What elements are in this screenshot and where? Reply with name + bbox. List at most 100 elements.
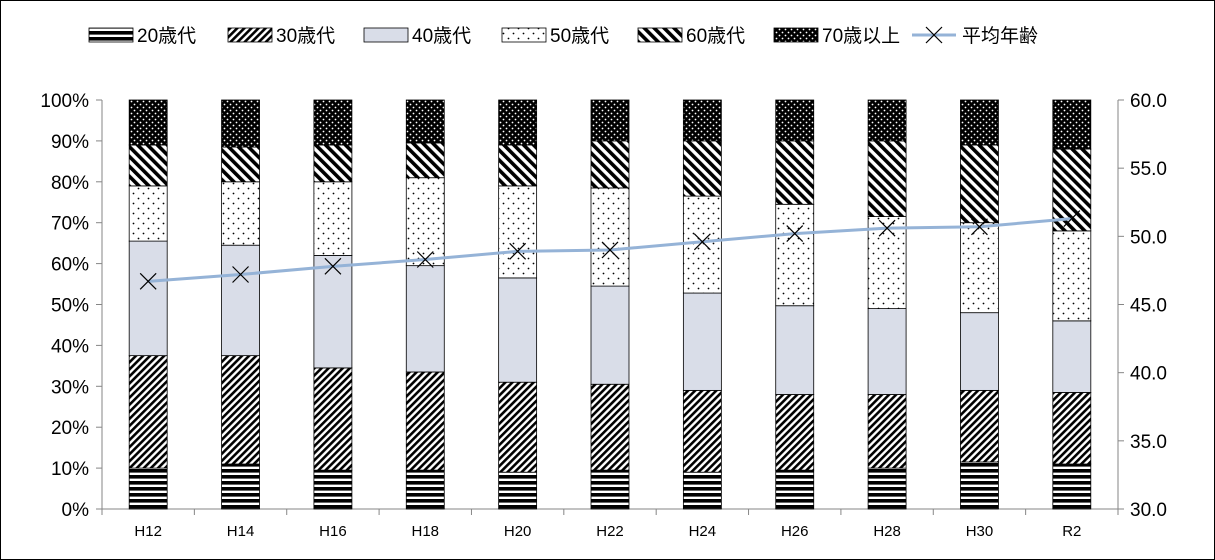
bar-segment-20歳代 [405, 469, 445, 510]
bar-segment-40歳代 [590, 285, 630, 385]
right-tick-label: 50.0 [1130, 227, 1167, 248]
bar-segment-40歳代 [405, 265, 445, 373]
bar-segment-50歳代 [1052, 230, 1092, 322]
bar-segment-30歳代 [960, 389, 999, 463]
bar-segment-20歳代 [867, 467, 907, 510]
marker-stroke [509, 242, 527, 260]
bar-segment-70歳以上 [498, 99, 538, 146]
average-age-marker [416, 251, 434, 268]
bar-segment-70歳以上 [682, 99, 722, 142]
average-age-marker [971, 218, 988, 236]
bar-segment-50歳代 [682, 195, 722, 294]
right-tick-label: 45.0 [1130, 296, 1167, 317]
bar-segment-20歳代 [498, 471, 538, 510]
legend-swatch-60歳代 [637, 27, 683, 43]
legend-swatch-30歳代 [227, 27, 273, 43]
x-tick-label: H18 [412, 523, 440, 540]
bar-segment-40歳代 [128, 240, 168, 357]
bar-segment-40歳代 [1052, 320, 1092, 393]
bar-segment-20歳代 [1052, 463, 1092, 510]
right-tick-label: 30.0 [1130, 500, 1167, 521]
bar-segment-50歳代 [960, 222, 999, 314]
bar-segment-60歳代 [775, 140, 815, 205]
bar-segment-70歳以上 [775, 99, 815, 142]
x-tick-label: R2 [1062, 523, 1081, 540]
average-age-marker [601, 241, 619, 259]
right-tick-label: 35.0 [1130, 432, 1167, 453]
bar-segment-30歳代 [1052, 392, 1092, 465]
bar-segment-20歳代 [128, 467, 168, 510]
right-tick-label: 55.0 [1130, 159, 1167, 180]
x-tick-label: H30 [966, 523, 994, 540]
bar-segment-40歳代 [682, 292, 722, 391]
bar-segment-30歳代 [221, 355, 260, 465]
legend-label: 70歳以上 [822, 25, 900, 47]
average-age-marker [509, 242, 527, 260]
legend-label: 60歳代 [686, 25, 745, 47]
marker-stroke [139, 272, 157, 290]
bar-segment-60歳代 [960, 144, 999, 224]
bar-segment-30歳代 [590, 383, 630, 471]
bar-segment-60歳代 [682, 140, 722, 197]
left-tick-label: 10% [51, 459, 89, 480]
marker-stroke [1063, 210, 1081, 228]
bar-segment-30歳代 [775, 394, 815, 471]
bar-segment-20歳代 [960, 461, 999, 510]
bar-segment-50歳代 [405, 177, 445, 267]
left-tick-label: 80% [51, 173, 89, 194]
bar-segment-60歳代 [1052, 148, 1092, 232]
bar-segment-70歳以上 [960, 99, 999, 146]
bar-segment-50歳代 [775, 203, 815, 307]
legend-swatch-40歳代 [363, 27, 409, 43]
legend-swatch-50歳代 [501, 27, 547, 43]
axes: 0% 10% 20% 30% 40% 50% 60% 70% 80% 90% 100% 30.0 35.… [40, 91, 1167, 540]
bar-segment-50歳代 [128, 185, 168, 242]
bar-segment-70歳以上 [128, 99, 168, 146]
marker-stroke [693, 233, 711, 251]
marker-stroke [971, 218, 988, 236]
bar-segment-70歳以上 [867, 99, 907, 142]
bar-segment-30歳代 [867, 394, 907, 469]
bar-segment-60歳代 [221, 146, 260, 183]
bar-segment-50歳代 [313, 181, 353, 256]
x-tick-label: H16 [319, 523, 347, 540]
left-tick-label: 70% [51, 214, 89, 235]
bar-segment-50歳代 [221, 181, 260, 246]
legend-swatch-70歳以上 [773, 27, 819, 43]
bar-segment-60歳代 [498, 144, 538, 187]
marker-stroke [601, 241, 619, 259]
legend-label: 30歳代 [276, 25, 335, 47]
bar-segment-30歳代 [682, 389, 722, 473]
bar-segment-20歳代 [221, 463, 260, 510]
bar-segment-30歳代 [498, 381, 538, 473]
legend-label: 50歳代 [550, 25, 609, 47]
left-tick-label: 90% [51, 132, 89, 153]
legend-label: 40歳代 [412, 25, 471, 47]
bar-segment-70歳以上 [405, 99, 445, 144]
bar-segment-60歳代 [867, 140, 907, 217]
x-tick-label: H26 [781, 523, 809, 540]
marker-stroke [786, 225, 804, 243]
marker-stroke [324, 257, 342, 275]
x-tick-label: H24 [689, 523, 717, 540]
left-tick-label: 30% [51, 377, 89, 398]
bar-segment-40歳代 [960, 312, 999, 391]
average-age-marker [139, 272, 157, 290]
bar-segment-40歳代 [775, 305, 815, 395]
average-age-line-layer [139, 210, 1081, 290]
bar-segment-30歳代 [128, 355, 168, 469]
bar-segment-20歳代 [682, 471, 722, 510]
legend-label: 20歳代 [137, 25, 196, 47]
legend-marker-stroke [925, 26, 943, 44]
marker-stroke [416, 251, 434, 268]
marker-stroke [232, 266, 249, 283]
bar-segment-20歳代 [590, 469, 630, 510]
average-age-marker [324, 257, 342, 275]
average-age-marker [786, 225, 804, 243]
bar-segment-60歳代 [590, 140, 630, 189]
x-tick-label: H28 [873, 523, 901, 540]
average-age-marker [878, 219, 896, 237]
bar-segment-70歳以上 [313, 99, 353, 146]
